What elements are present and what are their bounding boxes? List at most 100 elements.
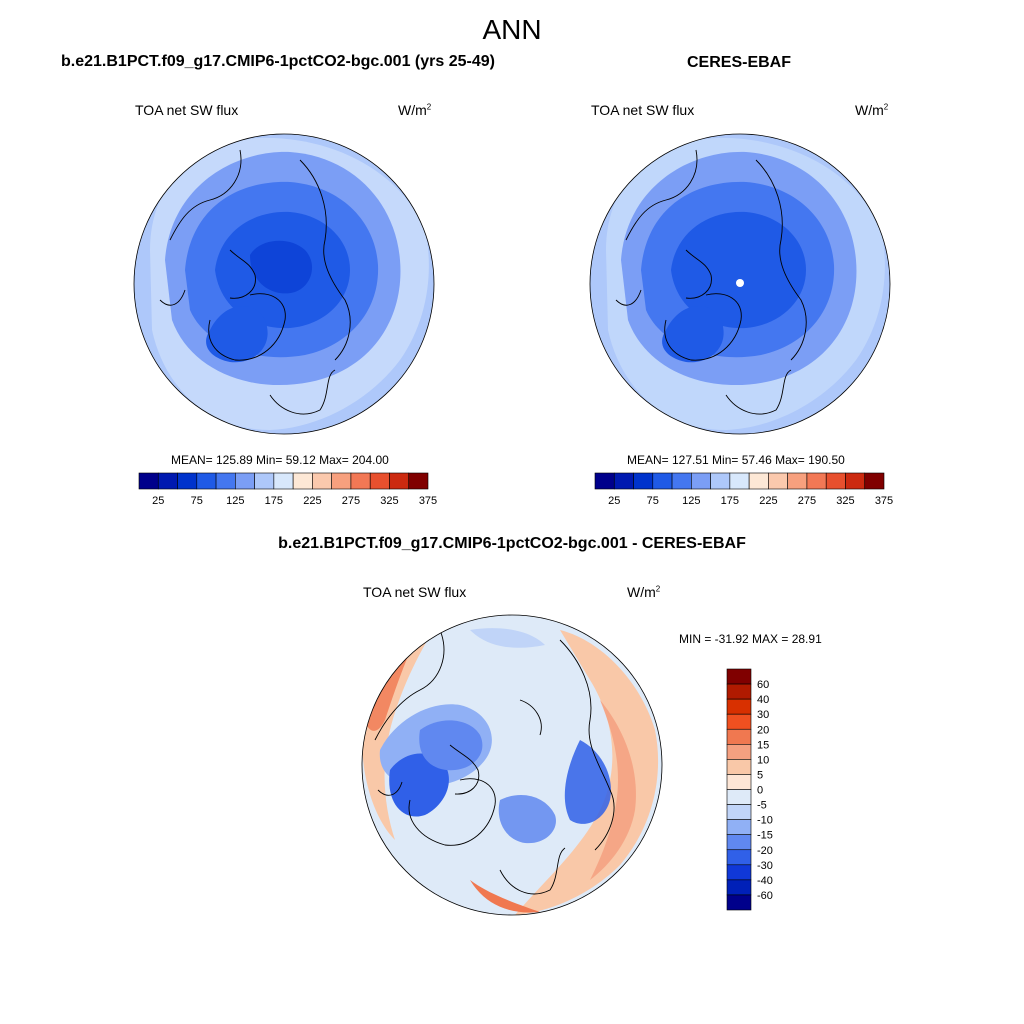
panel3-colorbar-swatch xyxy=(726,698,752,715)
panel3-colorbar-tick-label: -10 xyxy=(757,815,773,827)
panel3-colorbar-tick-label: 15 xyxy=(757,739,769,751)
panel2-colorbar-swatch xyxy=(633,472,654,490)
panel2-colorbar-swatch xyxy=(671,472,692,490)
panel3-colorbar-swatch xyxy=(726,774,752,790)
panel2-units-label: W/m2 xyxy=(855,102,889,118)
panel2-colorbar-tick-label: 25 xyxy=(608,495,620,507)
panel1-colorbar-swatch xyxy=(369,472,390,490)
panel3-colorbar-tick-label: 40 xyxy=(757,694,769,706)
panel3-colorbar-swatch xyxy=(726,894,752,911)
panel1-colorbar-swatch xyxy=(196,472,217,490)
panel1-stats: MEAN= 125.89 Min= 59.12 Max= 204.00 xyxy=(171,453,389,467)
panel3-colorbar-tick-label: -30 xyxy=(757,860,773,872)
panel3-colorbar-tick-label: 20 xyxy=(757,724,769,736)
panel3-map-border xyxy=(361,614,663,916)
panel1-colorbar-swatch xyxy=(235,472,255,490)
panel2-stats: MEAN= 127.51 Min= 57.46 Max= 190.50 xyxy=(627,453,845,467)
panel1-colorbar-swatch xyxy=(389,472,410,490)
panel3-colorbar-tick-label: -40 xyxy=(757,875,773,887)
panel2-colorbar-swatch xyxy=(787,472,808,490)
panel1-colorbar-tick-label: 275 xyxy=(342,495,360,507)
panel3-colorbar-tick-label: -60 xyxy=(757,890,773,902)
panel2-colorbar-swatch xyxy=(864,472,885,490)
panel2-colorbar-swatch xyxy=(710,472,731,490)
panel2-colorbar-tick-label: 125 xyxy=(682,495,700,507)
panel1-map xyxy=(134,134,434,434)
panel2-colorbar-swatch xyxy=(691,472,711,490)
panel1-colorbar-tick-label: 25 xyxy=(152,495,164,507)
panel2-colorbar-tick-label: 225 xyxy=(759,495,777,507)
panel3-colorbar-swatch xyxy=(726,713,752,730)
panel1-colorbar: 25 75 125 175 225 275 325 375 xyxy=(138,472,437,507)
panel2-colorbar-swatch xyxy=(652,472,673,490)
panel1-units-label: W/m2 xyxy=(398,102,432,118)
panel2-colorbar-swatch xyxy=(825,472,846,490)
panel1-colorbar-swatch xyxy=(273,472,294,490)
panel3-coastlines xyxy=(374,629,615,895)
panel2-colorbar-swatch xyxy=(845,472,866,490)
panel3-variable-label: TOA net SW flux xyxy=(363,584,467,600)
panel3-colorbar: 60 40 30 20 15 10 5 0 -5 -10 -15 -20 -30 -40 -60 xyxy=(726,668,773,911)
panel3-colorbar-tick-label: -20 xyxy=(757,845,773,857)
panel3-title: b.e21.B1PCT.f09_g17.CMIP6-1pctCO2-bgc.00… xyxy=(278,535,746,552)
panel2-colorbar-tick-label: 75 xyxy=(647,495,659,507)
panel1-variable-label: TOA net SW flux xyxy=(135,102,239,118)
panel2-colorbar: 25 75 125 175 225 275 325 375 xyxy=(594,472,893,507)
panel3-colorbar-swatch xyxy=(726,789,752,805)
panel3-units-label: W/m2 xyxy=(627,584,661,600)
panel2-coastlines xyxy=(615,149,807,415)
panel1-colorbar-tick-label: 175 xyxy=(265,495,283,507)
panel2-colorbar-swatch xyxy=(729,472,750,490)
panel1-colorbar-swatch xyxy=(157,472,178,490)
panel3-colorbar-swatch xyxy=(726,819,752,835)
panel1-colorbar-tick-label: 225 xyxy=(303,495,321,507)
panel2-colorbar-swatch xyxy=(806,472,827,490)
panel3-colorbar-tick-label: 5 xyxy=(757,769,763,781)
panel3-colorbar-swatch xyxy=(726,744,752,760)
panel1-colorbar-tick-label: 75 xyxy=(191,495,203,507)
panel3-colorbar-swatch xyxy=(726,804,752,820)
panel1-title: b.e21.B1PCT.f09_g17.CMIP6-1pctCO2-bgc.00… xyxy=(61,53,495,70)
panel3-colorbar-swatch xyxy=(726,683,752,700)
panel3-colorbar-swatch xyxy=(726,849,752,866)
panel1-colorbar-swatch xyxy=(350,472,371,490)
panel3-map xyxy=(362,615,662,915)
panel2-colorbar-tick-label: 275 xyxy=(798,495,816,507)
panel2-colorbar-swatch xyxy=(748,472,769,490)
panel3-colorbar-tick-label: 0 xyxy=(757,785,763,797)
panel1-colorbar-swatch xyxy=(408,472,429,490)
panel3-stats: MIN = -31.92 MAX = 28.91 xyxy=(679,632,822,646)
panel2-colorbar-swatch xyxy=(768,472,788,490)
panel3-colorbar-swatch xyxy=(726,864,752,881)
panel3-colorbar-tick-label: 30 xyxy=(757,709,769,721)
panel3-colorbar-tick-label: -5 xyxy=(757,800,767,812)
panel2-variable-label: TOA net SW flux xyxy=(591,102,695,118)
panel1-colorbar-tick-label: 325 xyxy=(380,495,398,507)
panel3-colorbar-tick-label: 10 xyxy=(757,754,769,766)
panel2-colorbar-swatch xyxy=(613,472,634,490)
panel3-colorbar-swatch xyxy=(726,834,752,851)
panel1-colorbar-swatch xyxy=(138,472,159,490)
panel2-map-border xyxy=(589,133,891,435)
panel1-coastlines xyxy=(159,149,351,415)
panel2-colorbar-tick-label: 175 xyxy=(721,495,739,507)
panel1-colorbar-swatch xyxy=(312,472,332,490)
panel3-colorbar-swatch xyxy=(726,728,752,745)
panel2-colorbar-tick-label: 375 xyxy=(875,495,893,507)
figure-title: ANN xyxy=(482,14,542,45)
panel3-colorbar-tick-label: 60 xyxy=(757,679,769,691)
panel2-map xyxy=(590,134,890,434)
panel3-colorbar-tick-label: -15 xyxy=(757,830,773,842)
panel2-colorbar-swatch xyxy=(594,472,615,490)
panel1-colorbar-swatch xyxy=(331,472,352,490)
panel1-colorbar-swatch xyxy=(177,472,198,490)
panel1-colorbar-tick-label: 375 xyxy=(419,495,437,507)
panel1-colorbar-swatch xyxy=(254,472,275,490)
panel3-colorbar-swatch xyxy=(726,879,752,896)
panel2-colorbar-tick-label: 325 xyxy=(836,495,854,507)
panel1-map-border xyxy=(133,133,435,435)
panel1-colorbar-swatch xyxy=(292,472,313,490)
panel3-colorbar-swatch xyxy=(726,668,752,685)
panel2-title: CERES-EBAF xyxy=(687,54,792,71)
